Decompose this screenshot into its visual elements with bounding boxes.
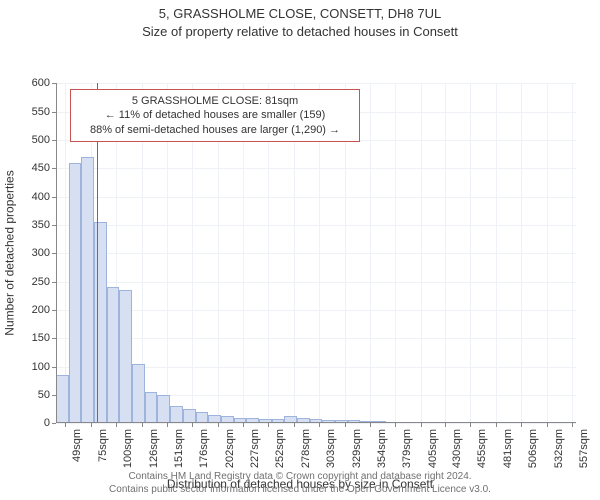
x-tick-mark bbox=[370, 423, 371, 427]
chart-subtitle: Size of property relative to detached ho… bbox=[0, 24, 600, 40]
gridline-h bbox=[56, 168, 576, 169]
gridline-h bbox=[56, 282, 576, 283]
x-tick-mark bbox=[167, 423, 168, 427]
gridline-h bbox=[56, 225, 576, 226]
x-tick-mark bbox=[65, 423, 66, 427]
x-tick-label: 151sqm bbox=[171, 429, 185, 468]
x-tick-label: 49sqm bbox=[69, 429, 83, 462]
x-tick-label: 430sqm bbox=[449, 429, 463, 468]
y-tick-mark bbox=[52, 423, 56, 424]
histogram-bar bbox=[94, 222, 107, 423]
y-axis-label: Number of detached properties bbox=[3, 170, 17, 335]
gridline-v bbox=[421, 83, 422, 423]
footer-line-2: Contains public sector information licen… bbox=[0, 483, 600, 496]
x-tick-label: 379sqm bbox=[399, 429, 413, 468]
histogram-bar bbox=[183, 409, 196, 423]
x-tick-label: 100sqm bbox=[120, 429, 134, 468]
chart-title: 5, GRASSHOLME CLOSE, CONSETT, DH8 7UL bbox=[0, 6, 600, 22]
x-tick-mark bbox=[345, 423, 346, 427]
x-tick-mark bbox=[192, 423, 193, 427]
annotation-line-2: ← 11% of detached houses are smaller (15… bbox=[77, 108, 353, 122]
x-tick-mark bbox=[547, 423, 548, 427]
histogram-bar bbox=[107, 287, 120, 423]
x-tick-label: 481sqm bbox=[500, 429, 514, 468]
x-tick-label: 176sqm bbox=[196, 429, 210, 468]
x-tick-mark bbox=[243, 423, 244, 427]
gridline-v bbox=[547, 83, 548, 423]
y-axis-label-wrap: Number of detached properties bbox=[2, 83, 18, 423]
x-tick-mark bbox=[521, 423, 522, 427]
x-tick-label: 455sqm bbox=[474, 429, 488, 468]
x-tick-mark bbox=[218, 423, 219, 427]
annotation-line-1: 5 GRASSHOLME CLOSE: 81sqm bbox=[77, 94, 353, 108]
x-tick-mark bbox=[116, 423, 117, 427]
x-tick-label: 202sqm bbox=[222, 429, 236, 468]
annotation-line-3: 88% of semi-detached houses are larger (… bbox=[77, 123, 353, 137]
x-tick-mark bbox=[142, 423, 143, 427]
x-tick-label: 303sqm bbox=[323, 429, 337, 468]
histogram-bar bbox=[56, 375, 69, 423]
x-tick-mark bbox=[572, 423, 573, 427]
x-tick-mark bbox=[445, 423, 446, 427]
x-tick-mark bbox=[421, 423, 422, 427]
histogram-bar bbox=[69, 163, 82, 424]
histogram-bar bbox=[145, 392, 158, 423]
x-tick-mark bbox=[91, 423, 92, 427]
gridline-v bbox=[496, 83, 497, 423]
x-axis-line bbox=[56, 422, 576, 423]
gridline-v bbox=[572, 83, 573, 423]
x-tick-mark bbox=[470, 423, 471, 427]
y-axis-line bbox=[56, 83, 57, 423]
gridline-h bbox=[56, 197, 576, 198]
gridline-h bbox=[56, 83, 576, 84]
gridline-v bbox=[370, 83, 371, 423]
x-tick-label: 557sqm bbox=[576, 429, 590, 468]
histogram-bar bbox=[157, 395, 170, 423]
gridline-v bbox=[395, 83, 396, 423]
footer-line-1: Contains HM Land Registry data © Crown c… bbox=[0, 470, 600, 483]
x-tick-label: 405sqm bbox=[425, 429, 439, 468]
x-tick-mark bbox=[294, 423, 295, 427]
x-tick-label: 252sqm bbox=[272, 429, 286, 468]
x-tick-label: 126sqm bbox=[146, 429, 160, 468]
gridline-v bbox=[470, 83, 471, 423]
x-tick-mark bbox=[496, 423, 497, 427]
x-tick-label: 506sqm bbox=[525, 429, 539, 468]
gridline-v bbox=[521, 83, 522, 423]
gridline-h bbox=[56, 338, 576, 339]
x-tick-label: 354sqm bbox=[374, 429, 388, 468]
gridline-h bbox=[56, 253, 576, 254]
histogram-bar bbox=[81, 157, 94, 423]
histogram-bar bbox=[170, 406, 183, 423]
footer: Contains HM Land Registry data © Crown c… bbox=[0, 470, 600, 496]
x-tick-label: 227sqm bbox=[247, 429, 261, 468]
x-tick-mark bbox=[395, 423, 396, 427]
x-tick-label: 532sqm bbox=[551, 429, 565, 468]
gridline-v bbox=[65, 83, 66, 423]
x-tick-label: 278sqm bbox=[298, 429, 312, 468]
annotation-box: 5 GRASSHOLME CLOSE: 81sqm ← 11% of detac… bbox=[70, 89, 360, 142]
histogram-bar bbox=[132, 364, 145, 424]
histogram-bar bbox=[119, 290, 132, 423]
x-tick-label: 75sqm bbox=[95, 429, 109, 462]
gridline-v bbox=[445, 83, 446, 423]
x-tick-label: 329sqm bbox=[349, 429, 363, 468]
gridline-h bbox=[56, 423, 576, 424]
x-tick-mark bbox=[319, 423, 320, 427]
x-tick-mark bbox=[268, 423, 269, 427]
gridline-h bbox=[56, 310, 576, 311]
